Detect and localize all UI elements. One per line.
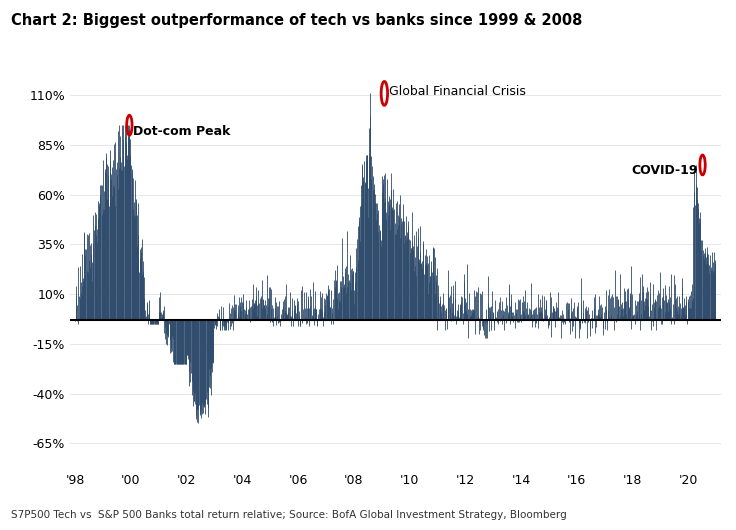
Text: COVID-19: COVID-19	[631, 164, 698, 178]
Text: Chart 2: Biggest outperformance of tech vs banks since 1999 & 2008: Chart 2: Biggest outperformance of tech …	[11, 13, 582, 28]
Text: S7P500 Tech vs  S&P 500 Banks total return relative; Source: BofA Global Investm: S7P500 Tech vs S&P 500 Banks total retur…	[11, 510, 567, 520]
Text: Dot-com Peak: Dot-com Peak	[133, 125, 230, 138]
Text: Global Financial Crisis: Global Financial Crisis	[389, 85, 526, 98]
